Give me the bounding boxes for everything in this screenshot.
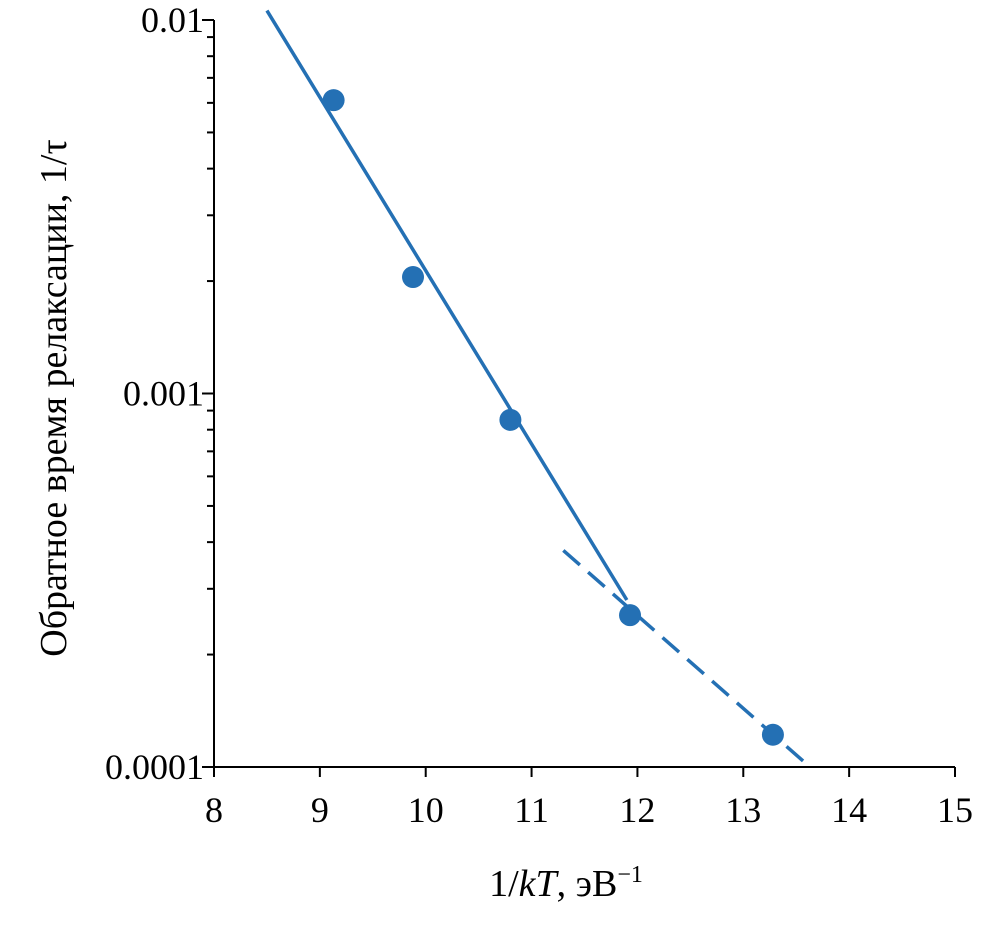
- fit-line-solid: [265, 9, 629, 601]
- data-point: [761, 723, 784, 746]
- fit-lines: [265, 9, 812, 769]
- x-tick-label: 13: [725, 790, 761, 830]
- data-point: [402, 266, 425, 289]
- x-tick-label: 11: [514, 790, 549, 830]
- y-tick-label: 0.01: [141, 0, 204, 40]
- x-tick-label: 8: [205, 790, 223, 830]
- data-point: [619, 604, 642, 627]
- axes: [213, 20, 955, 768]
- data-point: [499, 408, 522, 431]
- x-tick-label: 9: [311, 790, 329, 830]
- y-tick-label: 0.001: [123, 374, 204, 414]
- x-axis-title-prefix: 1/: [489, 863, 519, 905]
- x-axis-title-variable: kT: [519, 863, 560, 905]
- y-axis-title: Обратное время релаксации, 1/τ: [33, 139, 75, 657]
- x-tick-label: 10: [408, 790, 444, 830]
- data-points: [322, 89, 784, 746]
- x-axis-title: 1/kT, эВ−1: [489, 862, 643, 905]
- x-axis-title-exponent: −1: [617, 862, 643, 888]
- x-tick-label: 15: [937, 790, 973, 830]
- x-tick-label: 14: [831, 790, 867, 830]
- y-tick-label: 0.0001: [105, 747, 204, 787]
- x-ticks: 8 9 10 11 12 13 14 15: [205, 767, 973, 830]
- y-ticks: 0.0001 0.001 0.01: [105, 0, 214, 787]
- data-point: [322, 89, 345, 112]
- x-axis-title-unit: , эВ: [557, 863, 618, 905]
- x-tick-label: 12: [619, 790, 655, 830]
